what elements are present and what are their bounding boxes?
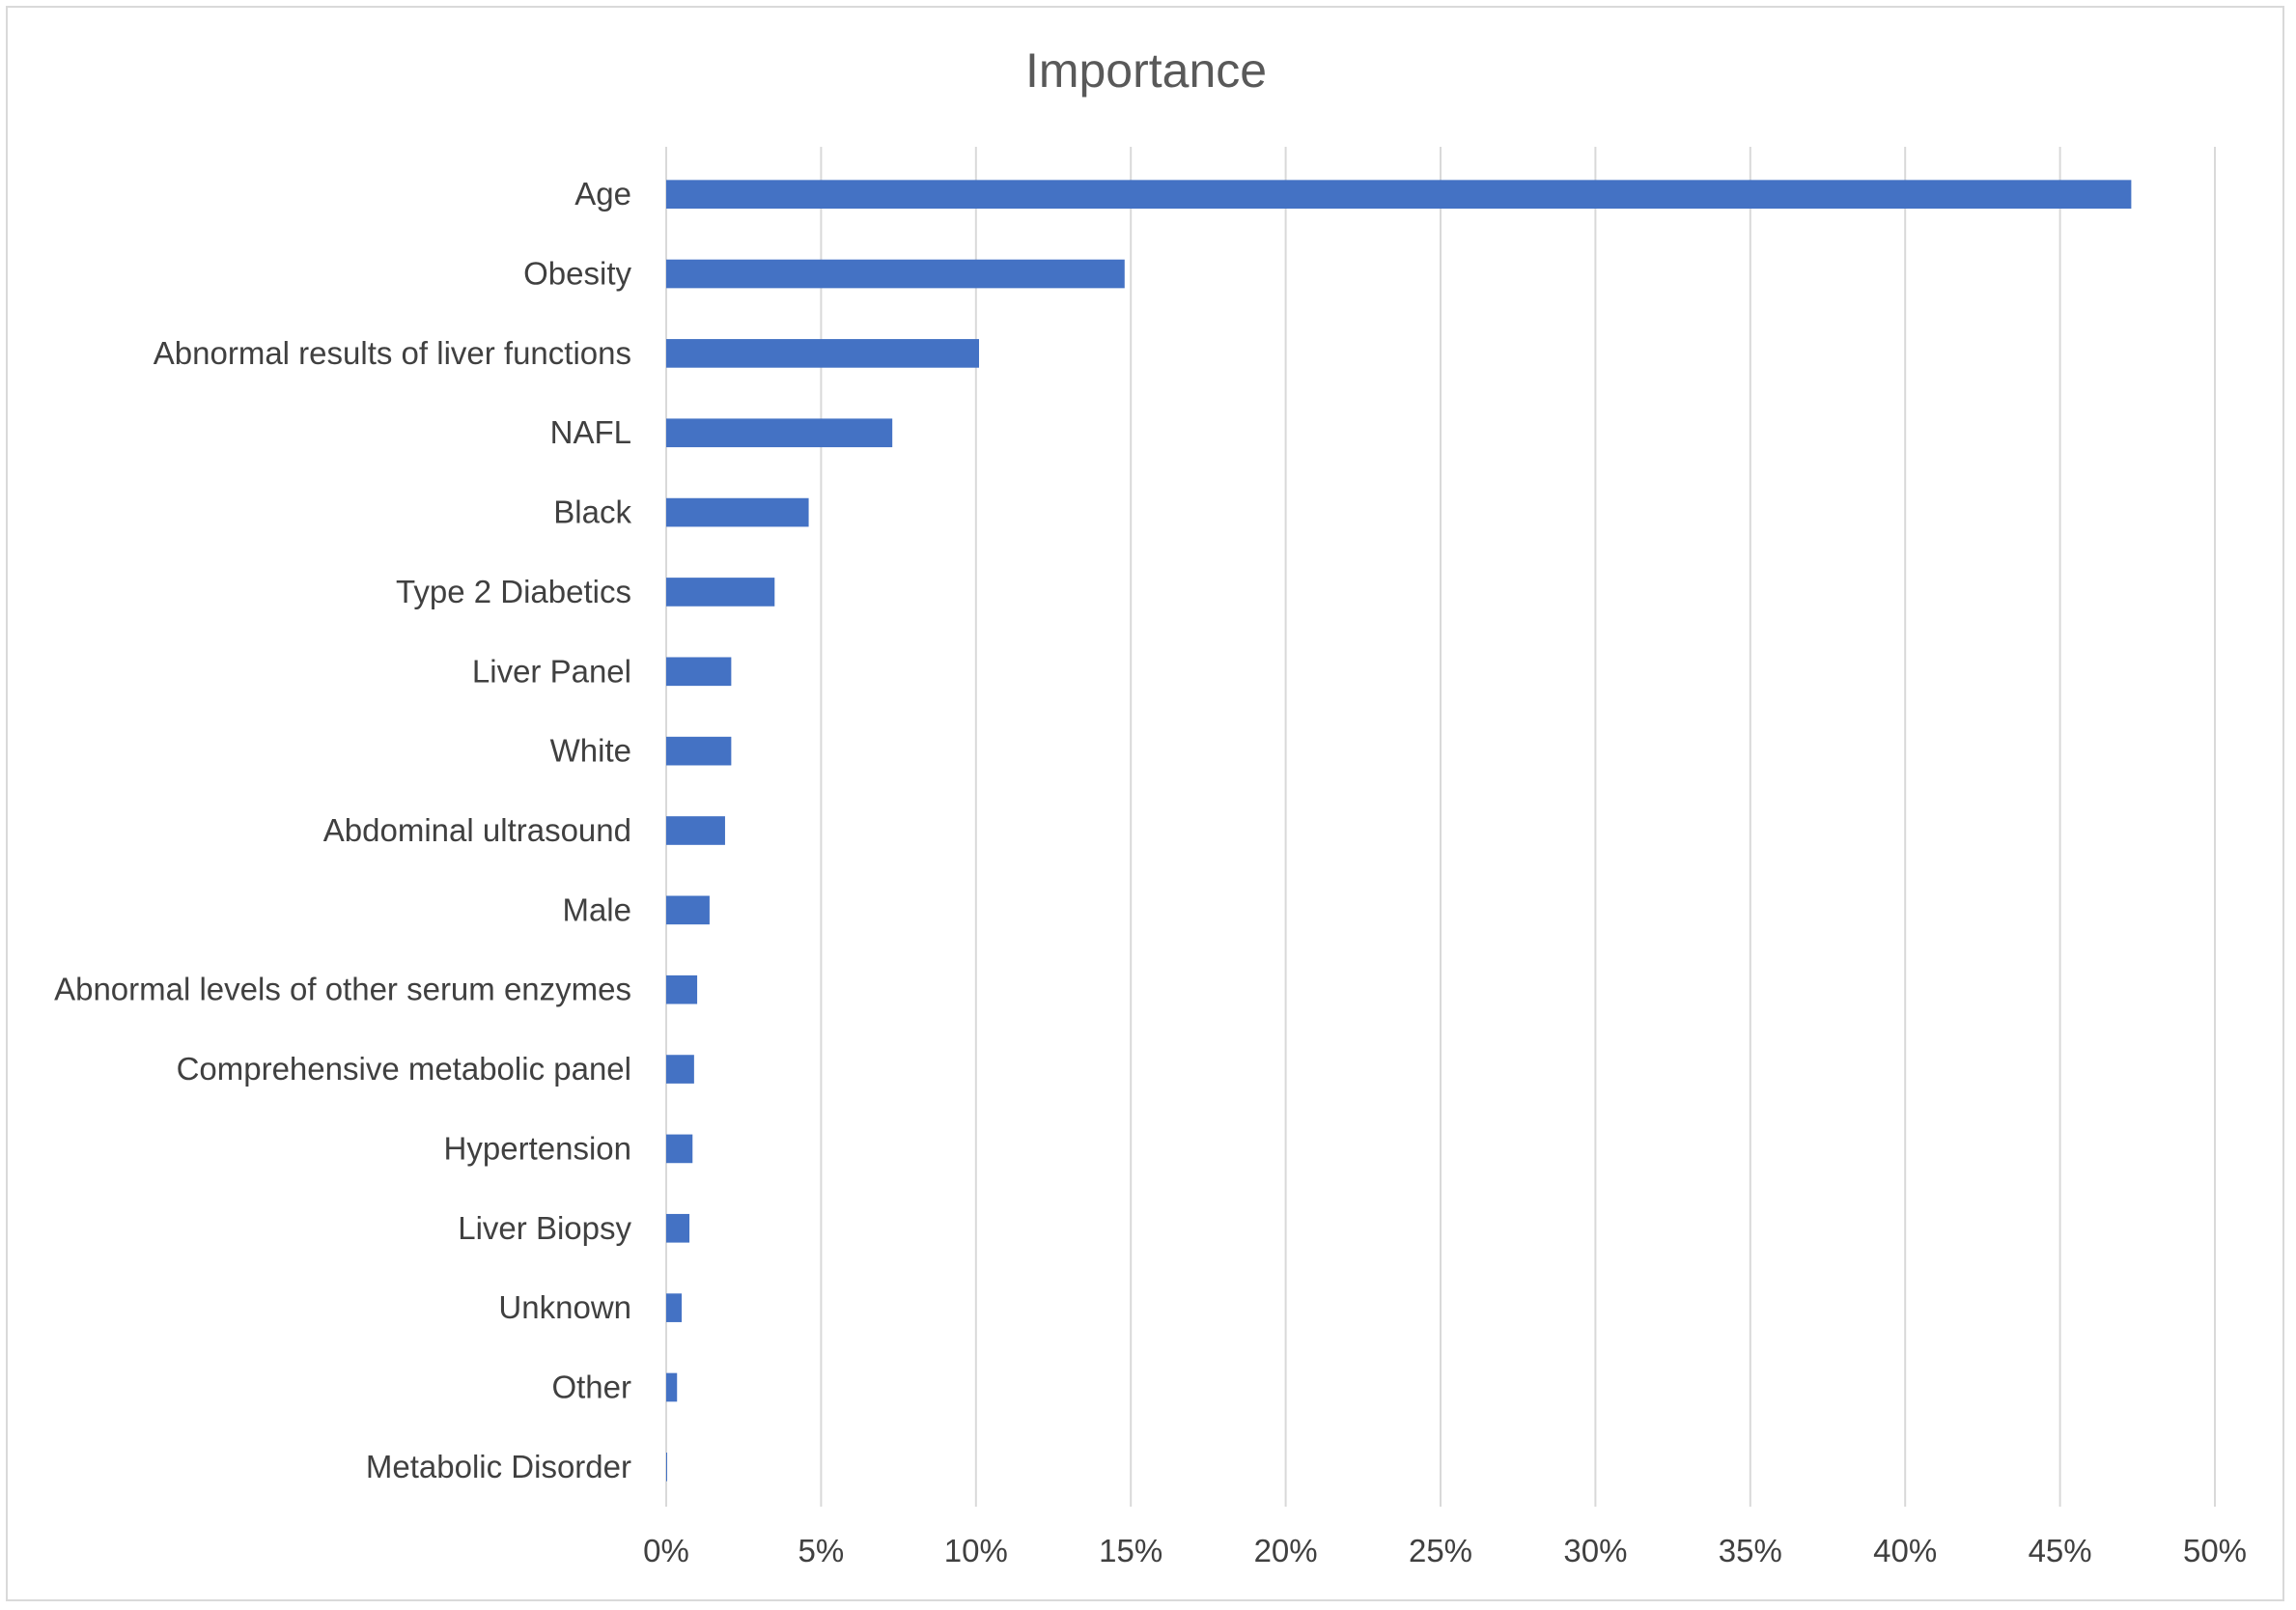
bar-type-2-diabetics (666, 578, 775, 607)
x-tick-label: 20% (1254, 1533, 1318, 1568)
x-tick-label: 15% (1099, 1533, 1162, 1568)
category-label: Liver Biopsy (458, 1210, 631, 1246)
category-label: Hypertension (444, 1130, 631, 1166)
category-label: Comprehensive metabolic panel (177, 1051, 631, 1087)
x-tick-label: 0% (643, 1533, 689, 1568)
x-tick-label: 30% (1563, 1533, 1627, 1568)
category-label: White (550, 733, 631, 769)
x-tick-label: 35% (1719, 1533, 1782, 1568)
category-label: Unknown (498, 1289, 631, 1325)
chart-title: Importance (1025, 43, 1267, 98)
category-label: Age (574, 176, 631, 212)
bar-abnormal-levels-of-other-serum-enzymes (666, 974, 698, 1004)
bar-other (666, 1372, 678, 1402)
category-label: Metabolic Disorder (366, 1449, 631, 1484)
bar-male (666, 895, 710, 925)
gridlines (665, 147, 2216, 1507)
bar-liver-biopsy (666, 1213, 690, 1243)
category-label: Abnormal results of liver functions (154, 335, 631, 371)
bar-black (666, 497, 809, 527)
category-label: Male (562, 891, 631, 927)
category-label: Other (551, 1369, 631, 1404)
bar-hypertension (666, 1134, 693, 1164)
bar-age (666, 180, 2132, 209)
category-labels: Age Obesity Abnormal results of liver func… (54, 176, 631, 1484)
bar-white (666, 736, 732, 766)
category-label: NAFL (550, 414, 631, 450)
category-label: Obesity (523, 256, 631, 292)
bar-comprehensive-metabolic-panel (666, 1055, 694, 1084)
x-axis-tick-labels: 0% 5% 10% 15% 20% 25% 30% 35% 40% 45% 50% (643, 1533, 2247, 1568)
x-tick-label: 25% (1409, 1533, 1472, 1568)
category-label: Type 2 Diabetics (396, 574, 631, 609)
x-tick-label: 50% (2183, 1533, 2247, 1568)
category-label: Abdominal ultrasound (323, 812, 631, 848)
x-tick-label: 10% (944, 1533, 1008, 1568)
bar-unknown (666, 1293, 683, 1322)
bar-nafl (666, 418, 893, 448)
x-tick-label: 5% (798, 1533, 845, 1568)
bars (666, 180, 2132, 1482)
bar-abnormal-results-of-liver-functions (666, 339, 980, 368)
x-tick-label: 45% (2029, 1533, 2092, 1568)
category-label: Abnormal levels of other serum enzymes (54, 972, 631, 1007)
x-tick-label: 40% (1873, 1533, 1937, 1568)
category-label: Black (553, 494, 631, 530)
bar-liver-panel (666, 657, 732, 687)
category-label: Liver Panel (472, 653, 631, 689)
bar-obesity (666, 259, 1125, 289)
bar-abdominal-ultrasound (666, 816, 725, 845)
bar-metabolic-disorder (666, 1453, 667, 1482)
